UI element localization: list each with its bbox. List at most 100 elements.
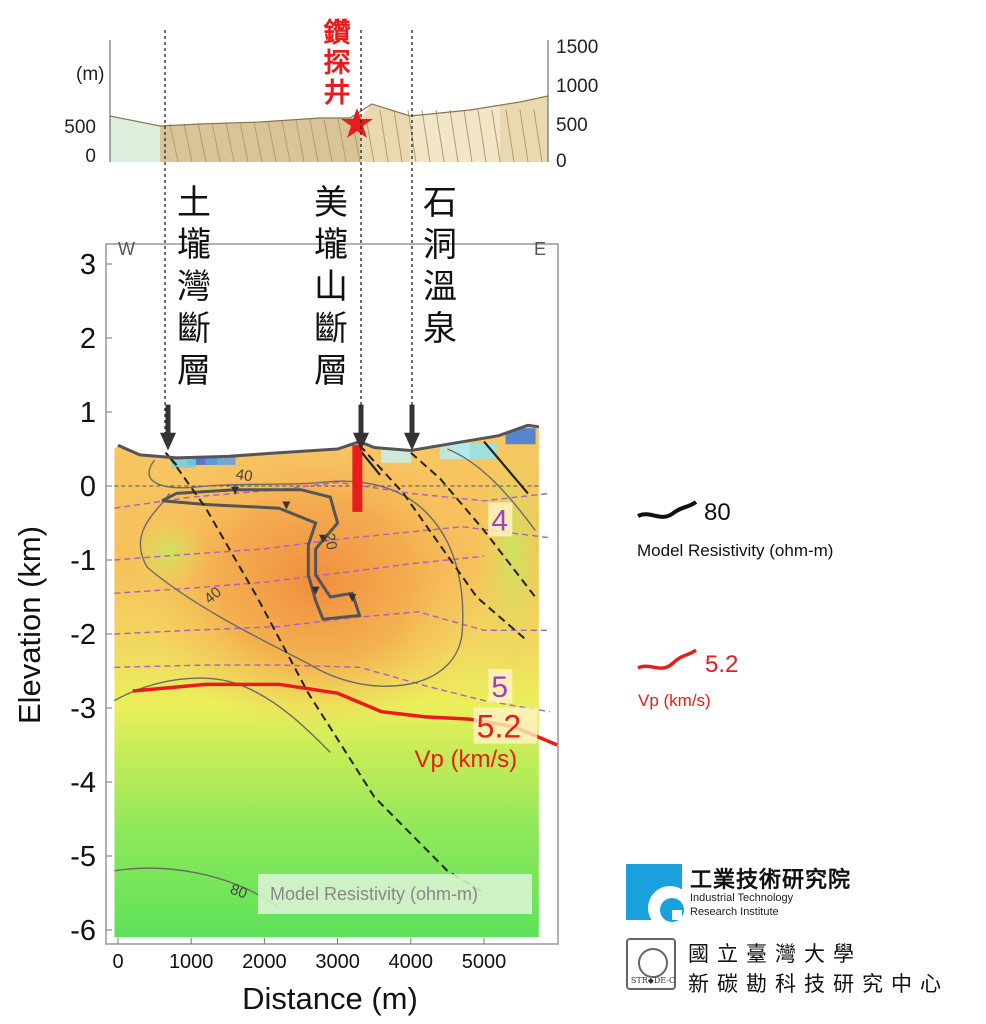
well-star-icon [341, 108, 373, 138]
topo-stripe [225, 122, 235, 163]
contour-tick [231, 486, 240, 495]
topo-right-tick-500: 500 [556, 115, 588, 136]
fault-solid-segment [164, 451, 178, 467]
y-axis-label: Elevation (km) [12, 526, 47, 724]
y-tick-label: 0 [80, 471, 96, 503]
fault-trace-shidong [410, 451, 537, 598]
topo-stripe [239, 121, 249, 163]
x-tick-label: 3000 [315, 951, 360, 973]
vp-dashed-contour [114, 525, 550, 561]
topo-stripe [169, 123, 179, 163]
topo-left-unit: (m) [76, 64, 104, 85]
itri-english-line2: Research Institute [690, 906, 779, 918]
resistivity-contour-40 [139, 459, 464, 687]
y-tick-label: -5 [70, 841, 96, 873]
topo-stripe [477, 109, 487, 163]
y-tick-label: -3 [70, 693, 96, 725]
vp-label-4: 4 [491, 504, 508, 537]
topo-stripe [337, 118, 347, 163]
annotation-label: 美壠山斷層 [314, 183, 348, 391]
fault-trace-meilung [358, 444, 529, 643]
well-segment [352, 445, 363, 512]
x-tick-label: 4000 [389, 951, 434, 973]
itri-english-line1: Industrial Technology [690, 892, 794, 904]
contour-tick [318, 534, 327, 543]
legend-vp-line [637, 648, 698, 670]
y-tick-label: -4 [70, 767, 96, 799]
low-resistivity-core [140, 432, 491, 733]
resistivity-contour-20 [161, 488, 362, 621]
topo-stripe [211, 122, 221, 163]
y-tick-label: 1 [80, 397, 96, 429]
vp-dashed-contour [114, 664, 550, 713]
near-surface-cell [439, 443, 470, 459]
x-tick-label: 2000 [242, 951, 287, 973]
topo-stripe [253, 121, 263, 163]
annotation-label: 土壠灣斷層 [177, 183, 211, 391]
y-tick-label: -1 [70, 545, 96, 577]
legend-resistivity-value: 80 [704, 499, 731, 526]
topo-stripe [267, 120, 277, 163]
topo-stripe [491, 109, 501, 163]
x-tick-label: 5000 [462, 951, 507, 973]
itri-name: 工業技術研究院 [690, 868, 852, 893]
vp-label-4-bg [488, 502, 513, 537]
contour-tick [311, 586, 320, 595]
fault-solid-segment [483, 440, 529, 495]
y-tick-label: 3 [80, 249, 96, 281]
resistivity-field [114, 425, 539, 938]
topography-inset: (m) 500 0 1500 1000 500 0 鑽探井 [64, 17, 598, 172]
vp-dashed-contour [114, 481, 550, 509]
stride-c-name: 新碳勘科技研究中心 [688, 972, 949, 996]
y-tick-label: 2 [80, 323, 96, 355]
stride-c-seal-icon: STR◆DE-C [626, 938, 676, 990]
legend-vp-value: 5.2 [705, 651, 738, 678]
topo-stripe [197, 123, 207, 163]
topo-left-tick-0: 0 [85, 146, 96, 167]
topo-stripe [505, 109, 515, 163]
topo-stripe [533, 109, 543, 163]
ntu-name: 國立臺灣大學 [688, 942, 862, 966]
topo-stripe [421, 109, 431, 163]
legend-resistivity-label: Model Resistivity (ohm-m) [637, 541, 833, 560]
near-surface-cell [505, 428, 536, 445]
fault-trace-tulung [168, 455, 485, 894]
vp-label-5-bg [488, 668, 513, 703]
resistivity-label-80: 80 [228, 881, 249, 903]
topo-stripe [323, 119, 333, 163]
topo-stripe [183, 123, 193, 163]
vp-unit-label: Vp (km/s) [414, 746, 517, 773]
topo-stripe [295, 120, 305, 163]
legend-resistivity-line [637, 500, 698, 519]
topo-stripe [379, 109, 389, 163]
topo-stripe [309, 119, 319, 163]
seal-text: STR◆DE-C [630, 976, 676, 985]
topo-fill-main [160, 118, 360, 162]
legend-vp-label: Vp (km/s) [638, 691, 711, 710]
topo-stripes [169, 109, 543, 163]
topo-stripe [449, 109, 459, 163]
vp-dashed-contour [114, 555, 485, 594]
resistivity-contour-east [447, 448, 536, 531]
legend: 80 Model Resistivity (ohm-m) 5.2 Vp (km/… [637, 499, 833, 710]
topo-left-tick-500: 500 [64, 117, 96, 138]
vp-label-5-2-bg [473, 707, 538, 744]
y-tick-label: -2 [70, 619, 96, 651]
inset-label: Model Resistivity (ohm-m) [270, 884, 478, 904]
logos: 工業技術研究院 Industrial Technology Research I… [618, 858, 978, 1008]
resistivity-label-40a: 40 [234, 466, 253, 486]
topo-right-tick-1000: 1000 [556, 76, 598, 97]
y-tick-label: -6 [70, 915, 96, 947]
vp-label-5: 5 [491, 671, 508, 704]
vp-label-5-2: 5.2 [477, 709, 521, 745]
topo-stripe [365, 117, 375, 163]
well-label: 鑽探井 [324, 17, 351, 109]
topo-stripe [519, 109, 529, 163]
resistivity-label-20: 20 [320, 532, 340, 551]
topo-surface [109, 95, 549, 127]
contour-tick [348, 594, 357, 602]
vp-dashed-contour [114, 611, 550, 635]
x-tick-label: 1000 [169, 951, 214, 973]
topo-stripe [435, 109, 445, 163]
